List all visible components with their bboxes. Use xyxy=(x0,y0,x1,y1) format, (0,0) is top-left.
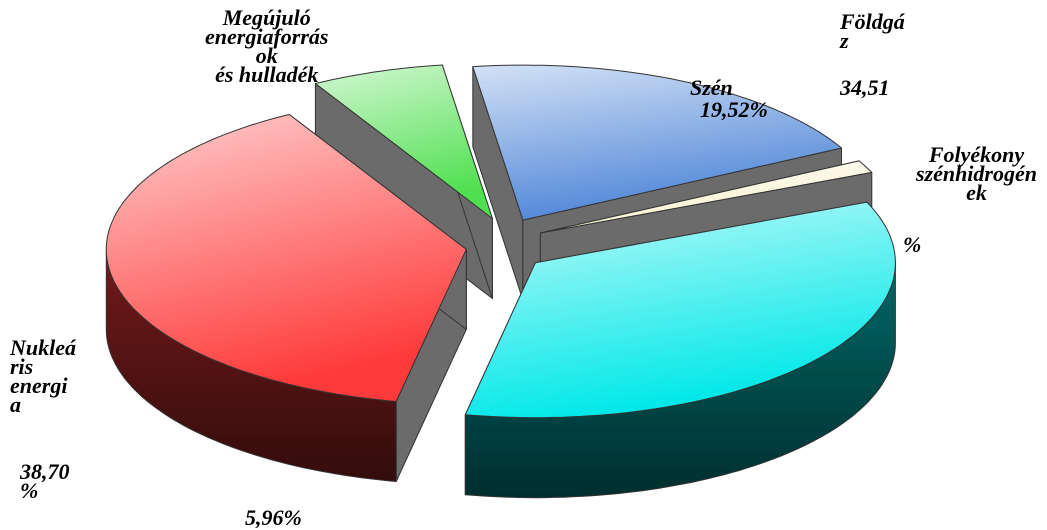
pie-slice xyxy=(105,114,467,482)
slice-value-label: % xyxy=(903,232,922,257)
slice-value-label: 38,70 % xyxy=(20,459,70,503)
slice-top xyxy=(314,64,493,219)
slice-value-label: 34,51 xyxy=(840,75,890,100)
slice-top xyxy=(472,64,842,221)
slice-name: Megújuló energiaforrás ok és hulladék xyxy=(205,5,329,87)
slice-name: Nukleá ris energi a xyxy=(10,335,76,417)
slice-name: Földgá z xyxy=(840,9,905,53)
slice-value-label: 5,96% xyxy=(245,505,302,530)
slice-name: Szén xyxy=(690,75,733,100)
slice-name: Folyékony szénhidrogén ek xyxy=(915,142,1037,205)
slice-top xyxy=(105,114,467,402)
pie-slice xyxy=(464,201,896,499)
slice-value-label: 19,52% xyxy=(700,97,768,122)
slice-top xyxy=(539,160,873,234)
slice-top xyxy=(464,201,896,419)
